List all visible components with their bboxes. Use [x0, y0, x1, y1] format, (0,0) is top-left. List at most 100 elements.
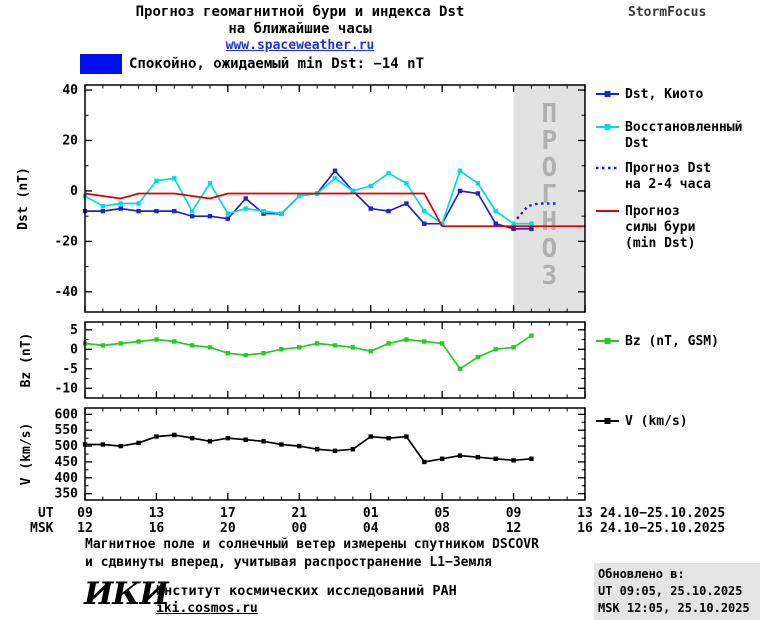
series-marker [100, 343, 106, 348]
series-marker [100, 203, 106, 209]
legend-label: V (km/s) [625, 414, 688, 429]
series-marker [493, 208, 498, 214]
series-marker [82, 442, 88, 447]
series-marker [439, 221, 445, 226]
series-marker [386, 171, 391, 176]
series-marker [493, 221, 498, 226]
series-marker [332, 343, 338, 348]
series-marker [136, 201, 141, 206]
series-marker [422, 339, 427, 344]
series-marker [475, 181, 481, 186]
series-marker [279, 442, 284, 447]
y-tick-label: -40 [55, 285, 79, 300]
x-tick-msk: 20 [220, 521, 236, 536]
forecast-watermark: О [541, 234, 557, 264]
series-marker [457, 366, 463, 371]
series-marker [279, 211, 284, 216]
series-marker [279, 211, 284, 216]
y-axis-label: V (km/s) [19, 423, 34, 486]
series-marker [457, 168, 463, 173]
updated-msk: MSK 12:05, 25.10.2025 [598, 601, 750, 615]
x-tick-msk: 12 [506, 521, 522, 536]
legend-label: Прогноз Dst [625, 161, 711, 176]
series-marker [261, 211, 266, 216]
series-marker [368, 349, 373, 354]
forecast-watermark: Р [541, 126, 557, 156]
series-marker [136, 440, 141, 446]
x-tick-ut: 21 [291, 506, 307, 521]
series-marker [297, 443, 302, 449]
spaceweather-link[interactable]: www.spaceweather.ru [225, 38, 375, 53]
series-marker [297, 193, 302, 199]
x-axis-msk-prefix: MSK [30, 521, 54, 536]
forecast-watermark: О [541, 153, 557, 183]
series-marker [189, 435, 195, 441]
series-marker [189, 208, 195, 214]
series-marker [243, 196, 248, 201]
iki-site-link[interactable]: iki.cosmos.ru [156, 601, 258, 616]
series-marker [279, 347, 284, 352]
date-range: 24.10−25.10.2025 [600, 506, 725, 521]
legend-marker [604, 418, 611, 424]
series-marker [225, 435, 231, 441]
series-marker [386, 341, 391, 346]
plot-frame [84, 407, 586, 501]
series-marker [529, 333, 534, 338]
series-marker [368, 434, 373, 439]
series-marker [82, 193, 88, 199]
series-line [85, 169, 532, 230]
series-marker [172, 176, 177, 181]
series-marker [261, 439, 266, 444]
series-marker [243, 437, 248, 442]
forecast-watermark: Н [541, 207, 557, 237]
series-marker [350, 345, 356, 350]
series-line [84, 192, 585, 228]
series-marker [154, 337, 159, 342]
series-marker [350, 447, 356, 452]
x-tick-ut: 13 [149, 506, 165, 521]
series-marker [100, 442, 106, 447]
series-marker [404, 337, 409, 342]
series-marker [118, 341, 123, 346]
series-marker [422, 208, 427, 214]
series-line [84, 169, 532, 226]
series-marker [475, 354, 481, 360]
data-source-note-line1: Магнитное поле и солнечный ветер измерен… [85, 537, 539, 552]
series-marker [261, 208, 266, 214]
series-marker [386, 435, 391, 441]
series-marker [511, 226, 516, 231]
legend-marker [604, 338, 611, 344]
iki-logo: ИКИ [84, 576, 169, 612]
series-marker [118, 206, 123, 211]
y-axis-label: Bz (nT) [19, 333, 34, 388]
series-marker [314, 341, 320, 346]
plot-frame [84, 84, 586, 313]
y-tick-label: 0 [70, 342, 78, 357]
y-tick-label: -20 [55, 234, 79, 249]
x-tick-ut: 09 [77, 506, 93, 521]
legend-label: Dst, Киото [625, 87, 703, 102]
series-marker [332, 176, 338, 181]
series-marker [172, 432, 177, 438]
y-tick-label: 20 [62, 133, 78, 148]
series-marker [154, 434, 159, 439]
series-marker [493, 456, 498, 461]
legend-label: Bz (nT, GSM) [625, 334, 719, 349]
forecast-region [513, 85, 585, 312]
series-marker [332, 168, 338, 173]
legend-label: Dst [625, 136, 648, 151]
series-marker [243, 352, 248, 358]
series-marker [225, 350, 231, 356]
y-tick-label: 5 [70, 323, 78, 338]
series-marker [82, 341, 88, 346]
series-marker [297, 193, 302, 199]
series-marker [207, 345, 213, 350]
plot-frame [84, 321, 586, 399]
x-tick-msk: 12 [77, 521, 93, 536]
forecast-watermark: П [541, 99, 557, 129]
y-tick-label: 40 [62, 83, 78, 98]
forecast-watermark: З [541, 261, 557, 291]
series-marker [439, 221, 445, 226]
legend-label: (min Dst) [625, 236, 695, 251]
